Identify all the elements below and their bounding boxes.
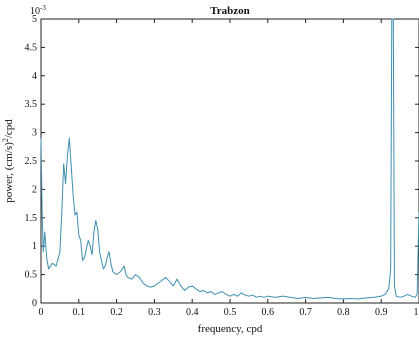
x-tick-label: 0.4 bbox=[186, 307, 199, 318]
plot-area bbox=[40, 18, 419, 304]
x-tick-label: 0.5 bbox=[224, 307, 237, 318]
series-layer bbox=[40, 18, 419, 300]
y-tick-label: 5 bbox=[32, 14, 37, 25]
y-tick-label: 4.5 bbox=[25, 42, 38, 53]
y-multiplier-base: 10 bbox=[30, 6, 40, 17]
x-tick-label: 0.8 bbox=[337, 307, 350, 318]
y-tick-label: 3 bbox=[32, 128, 37, 139]
x-tick-label: 0.3 bbox=[148, 307, 161, 318]
x-tick-label: 0.6 bbox=[262, 307, 275, 318]
y-multiplier-exponent: -3 bbox=[40, 4, 46, 12]
y-tick-label: 0.5 bbox=[25, 270, 38, 281]
y-tick-label: 1 bbox=[32, 241, 37, 252]
x-axis-label: frequency, cpd bbox=[198, 323, 263, 335]
chart-title: Trabzon bbox=[210, 5, 250, 17]
x-tick-label: 0.7 bbox=[299, 307, 312, 318]
y-tick-label: 1.5 bbox=[25, 213, 38, 224]
series-line bbox=[40, 18, 419, 300]
y-axis-label-superscript: 2 bbox=[1, 138, 10, 142]
x-axis-ticks: 0 0.1 0.2 0.3 0.4 0.5 0.6 0.7 0.8 0.9 1 bbox=[39, 19, 419, 318]
y-axis-label-main: power, (cm/s) bbox=[3, 142, 15, 203]
y-tick-label: 2 bbox=[32, 184, 37, 195]
x-tick-label: 0.2 bbox=[110, 307, 123, 318]
y-tick-label: 4 bbox=[32, 71, 37, 82]
y-tick-label: 3.5 bbox=[25, 99, 38, 110]
x-tick-label: 0.1 bbox=[73, 307, 86, 318]
x-tick-label: 0.9 bbox=[375, 307, 388, 318]
y-tick-label: 0 bbox=[32, 298, 37, 309]
y-axis-ticks: 0 0.5 1 1.5 2 2.5 3 3.5 4 4.5 5 bbox=[25, 14, 419, 309]
y-tick-label: 2.5 bbox=[25, 156, 38, 167]
x-tick-label: 0 bbox=[39, 307, 44, 318]
x-tick-label: 1 bbox=[414, 307, 419, 318]
y-axis-label-unit: /cpd bbox=[3, 119, 15, 138]
y-axis-label: power, (cm/s)2/cpd bbox=[1, 119, 15, 203]
y-multiplier: 10-3 bbox=[30, 4, 46, 17]
